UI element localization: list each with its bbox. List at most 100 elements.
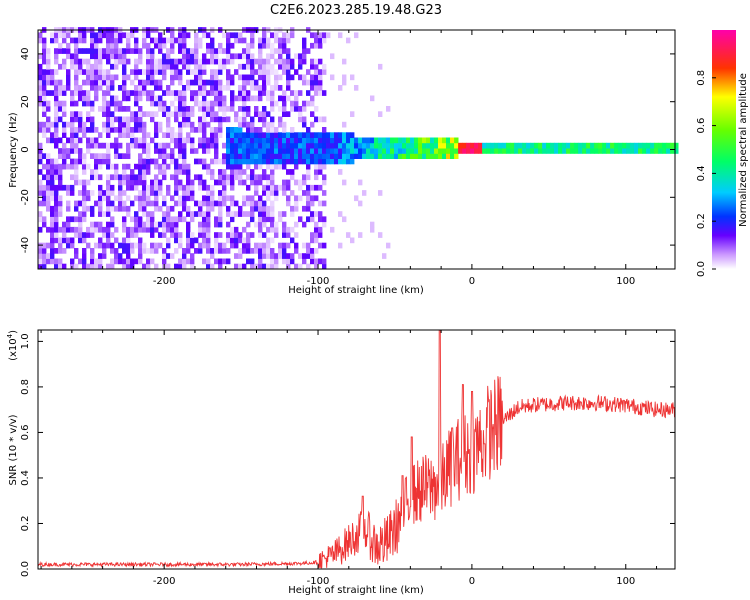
- heatmap-cell: [50, 258, 55, 265]
- y-tick-label: 0.2: [20, 516, 31, 532]
- heatmap-cell: [282, 190, 287, 196]
- heatmap-cell: [170, 37, 175, 44]
- heatmap-cell: [102, 211, 107, 217]
- heatmap-cell: [70, 226, 75, 233]
- heatmap-cell: [234, 232, 239, 238]
- heatmap-cell: [54, 195, 59, 202]
- heatmap-cell: [134, 37, 139, 44]
- heatmap-cell: [230, 211, 235, 217]
- heatmap-cell: [194, 211, 199, 217]
- heatmap-cell: [198, 74, 203, 81]
- heatmap-cell: [170, 127, 175, 133]
- heatmap-cell: [74, 216, 79, 223]
- heatmap-cell: [46, 226, 51, 233]
- heatmap-cell: [330, 153, 335, 159]
- heatmap-cell: [286, 169, 291, 175]
- heatmap-cell: [310, 237, 315, 244]
- heatmap-cell: [354, 32, 359, 39]
- heatmap-cell: [302, 158, 307, 165]
- heatmap-cell: [130, 132, 135, 138]
- heatmap-cell: [242, 263, 247, 270]
- heatmap-cell: [498, 142, 503, 149]
- heatmap-cell: [186, 69, 191, 75]
- heatmap-cell: [282, 253, 287, 259]
- heatmap-cell: [290, 169, 295, 175]
- heatmap-cell: [514, 148, 519, 154]
- heatmap-cell: [450, 137, 455, 144]
- heatmap-cell: [234, 116, 239, 123]
- colorbar-tick-label: 0.0: [696, 261, 707, 277]
- heatmap-cell: [210, 263, 215, 270]
- heatmap-cell: [46, 200, 51, 207]
- heatmap-cell: [118, 32, 123, 39]
- heatmap-cell: [346, 142, 351, 149]
- heatmap-cell: [238, 106, 243, 112]
- heatmap-cell: [266, 158, 271, 165]
- heatmap-cell: [442, 137, 447, 144]
- heatmap-cell: [86, 48, 91, 54]
- heatmap-cell: [174, 74, 179, 81]
- heatmap-cell: [586, 148, 591, 154]
- heatmap-cell: [250, 116, 255, 123]
- heatmap-cell: [126, 121, 131, 128]
- heatmap-cell: [242, 195, 247, 202]
- heatmap-cell: [182, 48, 187, 54]
- heatmap-cell: [666, 148, 671, 154]
- heatmap-cell: [74, 48, 79, 54]
- heatmap-cell: [170, 195, 175, 202]
- heatmap-cell: [114, 148, 119, 154]
- heatmap-cell: [234, 242, 239, 249]
- heatmap-cell: [270, 174, 275, 181]
- heatmap-cell: [254, 205, 259, 212]
- heatmap-cell: [366, 137, 371, 144]
- heatmap-cell: [154, 127, 159, 133]
- heatmap-cell: [122, 205, 127, 212]
- heatmap-cell: [258, 48, 263, 54]
- heatmap-cell: [158, 242, 163, 249]
- heatmap-cell: [114, 169, 119, 175]
- heatmap-cell: [430, 137, 435, 144]
- heatmap-cell: [150, 90, 155, 96]
- heatmap-cell: [190, 211, 195, 217]
- heatmap-cell: [134, 142, 139, 149]
- heatmap-cell: [158, 79, 163, 86]
- heatmap-cell: [242, 132, 247, 138]
- heatmap-cell: [110, 116, 115, 123]
- heatmap-cell: [98, 237, 103, 244]
- heatmap-cell: [182, 184, 187, 191]
- heatmap-cell: [262, 111, 267, 117]
- heatmap-cell: [142, 211, 147, 217]
- heatmap-cell: [330, 158, 335, 165]
- heatmap-cell: [126, 253, 131, 259]
- heatmap-cell: [314, 148, 319, 154]
- heatmap-cell: [650, 148, 655, 154]
- colorbar-tick-label: 0.8: [696, 70, 707, 86]
- heatmap-cell: [130, 232, 135, 238]
- heatmap-cell: [146, 111, 151, 117]
- heatmap-cell: [266, 90, 271, 96]
- heatmap-cell: [98, 163, 103, 170]
- heatmap-cell: [98, 153, 103, 159]
- heatmap-cell: [154, 42, 159, 49]
- heatmap-cell: [262, 158, 267, 165]
- heatmap-cell: [82, 253, 87, 259]
- heatmap-cell: [242, 142, 247, 149]
- heatmap-cell: [274, 195, 279, 202]
- heatmap-cell: [54, 69, 59, 75]
- heatmap-cell: [118, 200, 123, 207]
- heatmap-cell: [310, 142, 315, 149]
- heatmap-cell: [306, 100, 311, 107]
- heatmap-cell: [310, 184, 315, 191]
- heatmap-cell: [282, 58, 287, 65]
- heatmap-cell: [274, 32, 279, 39]
- heatmap-cell: [42, 258, 47, 265]
- heatmap-cell: [258, 263, 263, 270]
- heatmap-cell: [90, 153, 95, 159]
- heatmap-cell: [42, 74, 47, 81]
- heatmap-cell: [58, 169, 63, 175]
- heatmap-cell: [158, 127, 163, 133]
- heatmap-cell: [498, 148, 503, 154]
- heatmap-cell: [618, 148, 623, 154]
- heatmap-cell: [42, 100, 47, 107]
- heatmap-cell: [58, 195, 63, 202]
